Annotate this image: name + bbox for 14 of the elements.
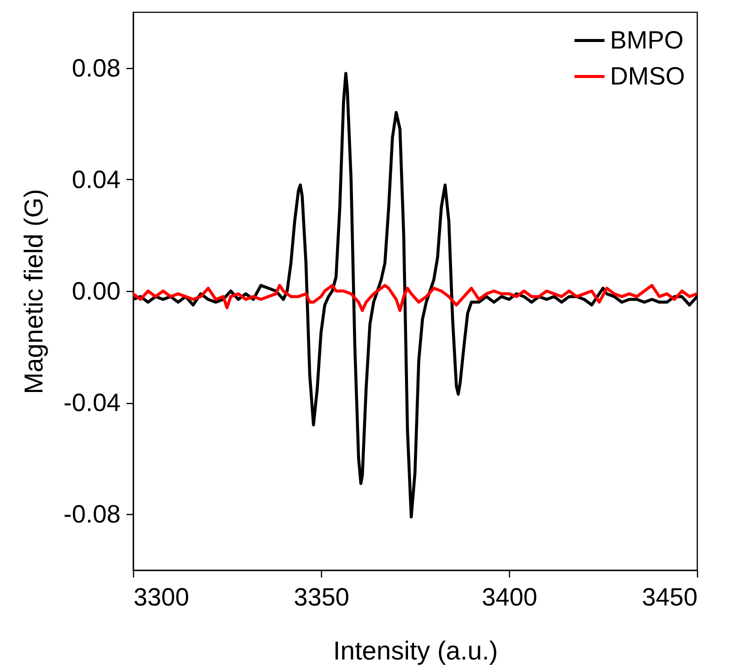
y-tick-label: -0.04	[64, 389, 121, 418]
x-tick-label: 3450	[642, 584, 698, 612]
y-tick-label: 0.08	[72, 54, 120, 82]
y-axis-title: Magnetic field (G)	[18, 188, 49, 394]
x-tick-label: 3300	[134, 584, 190, 612]
y-tick-label: 0.04	[72, 166, 121, 194]
x-axis-title: Intensity (a.u.)	[333, 636, 498, 666]
line-series	[133, 284, 697, 312]
y-tick-label: 0.00	[72, 278, 120, 306]
legend-label: DMSO	[610, 62, 685, 90]
x-tick-label: 3400	[482, 584, 538, 612]
y-tick-label: -0.08	[64, 500, 120, 529]
legend-label: BMPO	[610, 26, 684, 54]
x-tick-label: 3350	[294, 584, 350, 612]
